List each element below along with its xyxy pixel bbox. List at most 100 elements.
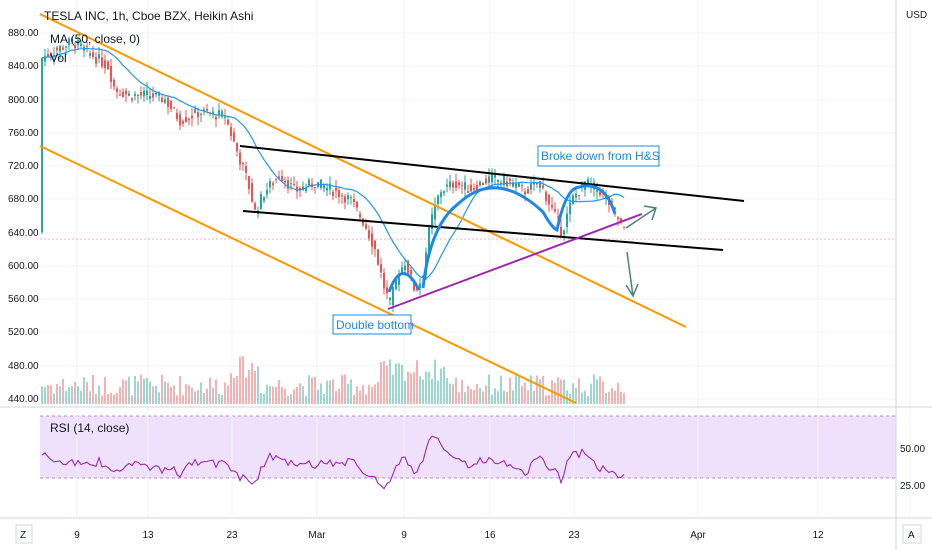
time-tick-label: 13 (142, 530, 154, 541)
candle-body (266, 189, 268, 195)
volume-bar (293, 389, 295, 404)
time-tick-label: 9 (401, 530, 407, 541)
volume-bar (317, 389, 319, 404)
candle-body (353, 198, 355, 203)
volume-bar (266, 384, 268, 404)
candle-body (404, 265, 406, 271)
candle-body (479, 181, 481, 186)
volume-bar (299, 383, 301, 404)
candle-body (41, 58, 43, 233)
rsi-band (40, 416, 896, 478)
candle-body (443, 191, 445, 194)
volume-bar (296, 386, 298, 404)
candle-body (212, 111, 214, 114)
candle-body (548, 194, 550, 205)
volume-bar (80, 390, 82, 404)
volume-bar (194, 391, 196, 404)
candle-body (176, 112, 178, 120)
candle-body (383, 272, 385, 289)
volume-bar (497, 391, 499, 404)
volume-bar (209, 377, 211, 404)
ma-legend[interactable]: MA (50, close, 0) (50, 32, 140, 46)
vol-legend[interactable]: Vol (50, 51, 67, 65)
volume-bar (599, 376, 601, 404)
volume-bar (443, 366, 445, 404)
volume-bar (512, 390, 514, 404)
volume-bar (383, 361, 385, 404)
volume-bar (596, 379, 598, 404)
volume-bar (380, 361, 382, 404)
volume-bar (137, 381, 139, 404)
candle-body (335, 187, 337, 191)
candle-body (218, 110, 220, 116)
volume-bar (110, 392, 112, 404)
candle-body (578, 194, 580, 196)
candle-body (167, 97, 169, 107)
candle-body (98, 54, 100, 59)
volume-bar (83, 377, 85, 404)
price-tick-label: 800.00 (8, 95, 39, 106)
volume-bar (89, 391, 91, 404)
candle-body (278, 176, 280, 179)
volume-bar (242, 356, 244, 404)
volume-bar (590, 383, 592, 404)
channel-lower-line (39, 145, 577, 404)
volume-bar (356, 386, 358, 404)
volume-bar (521, 385, 523, 404)
rsi-legend[interactable]: RSI (14, close) (50, 421, 129, 435)
volume-bar (587, 395, 589, 404)
volume-bar (152, 386, 154, 404)
volume-bar (74, 381, 76, 404)
candle-body (314, 187, 316, 189)
volume-bar (470, 389, 472, 404)
volume-bar (614, 390, 616, 404)
candle-body (197, 112, 199, 118)
chart-title: TESLA INC, 1h, Cboe BZX, Heikin Ashi (44, 9, 253, 23)
volume-bar (431, 378, 433, 404)
zoom-button[interactable] (15, 524, 33, 544)
arrow-up (625, 205, 657, 229)
volume-bar (149, 381, 151, 404)
candle-body (524, 191, 526, 195)
candle-body (140, 92, 142, 96)
volume-bar (65, 390, 67, 404)
volume-bar (239, 356, 241, 404)
volume-bar (164, 381, 166, 404)
candle-body (428, 226, 430, 255)
candle-body (446, 184, 448, 187)
volume-bar (134, 376, 136, 404)
volume-bar (581, 392, 583, 404)
volume-bar (410, 373, 412, 404)
volume-bar (335, 390, 337, 404)
candle-body (497, 179, 499, 182)
candle-body (320, 179, 322, 189)
rsi-tick-label: 25.00 (900, 481, 925, 492)
volume-bar (542, 376, 544, 404)
candle-body (329, 183, 331, 190)
candle-body (380, 264, 382, 273)
candle-body (230, 127, 232, 136)
trend-lower-line (242, 210, 724, 251)
candle-body (500, 182, 502, 184)
candle-body (263, 197, 265, 201)
volume-bar (275, 386, 277, 404)
price-axis[interactable]: 880.00 840.00 800.00 760.00 720.00 680.00 640.… (8, 28, 39, 405)
volume-bar (251, 363, 253, 404)
volume-bar (206, 388, 208, 404)
price-tick-label: 640.00 (8, 228, 39, 239)
time-tick-label: 9 (74, 530, 80, 541)
candle-body (461, 185, 463, 187)
volume-bar (536, 375, 538, 404)
auto-scale-button-label: A (908, 530, 915, 541)
volume-bar (395, 363, 397, 404)
volume-bar (92, 374, 94, 404)
breakdown-callout: Broke down from H&S (541, 149, 660, 163)
auto-scale-button[interactable] (902, 524, 922, 544)
candle-body (296, 186, 298, 192)
volume-bar (557, 377, 559, 404)
candle-body (272, 183, 274, 186)
candle-body (299, 187, 301, 191)
volume-bar (314, 376, 316, 404)
candle-body (620, 218, 622, 223)
